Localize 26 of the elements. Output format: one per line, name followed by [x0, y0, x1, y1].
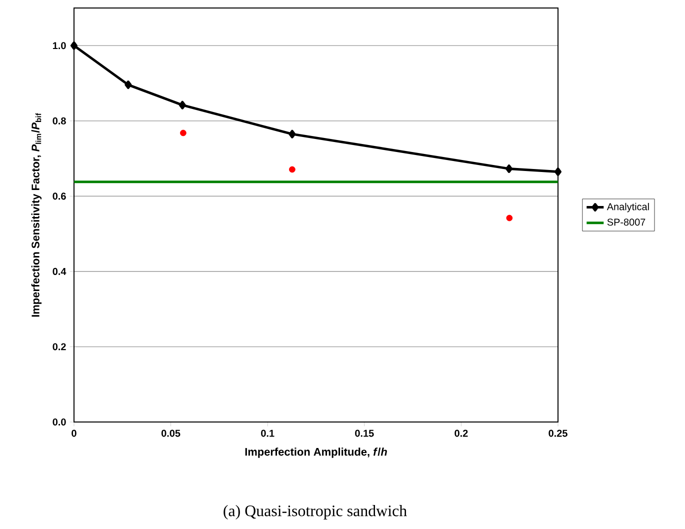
y-axis-title: Imperfection Sensitivity Factor, P$_{lim}$/P$_{bif}$ [31, 113, 42, 317]
x-tick-label: 0 [72, 430, 76, 437]
y-tick-label: 0.8 [52, 117, 66, 124]
legend-label: Analytical [606, 202, 649, 212]
point [554, 167, 562, 176]
y-tick-label: 0.2 [52, 343, 66, 350]
point [288, 130, 296, 138]
legend-label: SP-8007 [607, 218, 646, 226]
y-tick-label: 0.6 [52, 192, 66, 200]
point [506, 164, 513, 173]
point [180, 130, 186, 136]
point [178, 100, 186, 110]
point [289, 166, 296, 173]
point [70, 41, 78, 50]
x-tick-label: 0.1 [261, 430, 274, 437]
y-tick-label: 0.0 [52, 418, 66, 426]
y-tick-label: 0.4 [52, 268, 66, 275]
x-axis-title: Imperfection Amplitude, f/h [245, 448, 387, 458]
x-tick-label: 0.15 [355, 430, 374, 437]
x-tick-label: 0.05 [161, 430, 180, 437]
text: (a) Quasi-isotropic sandwich [224, 505, 407, 520]
y-tick-label: 1.0 [53, 42, 66, 50]
point [124, 80, 132, 90]
x-tick-label: 0.25 [548, 430, 568, 437]
point [506, 214, 513, 222]
x-tick-label: 0.2 [454, 430, 468, 437]
